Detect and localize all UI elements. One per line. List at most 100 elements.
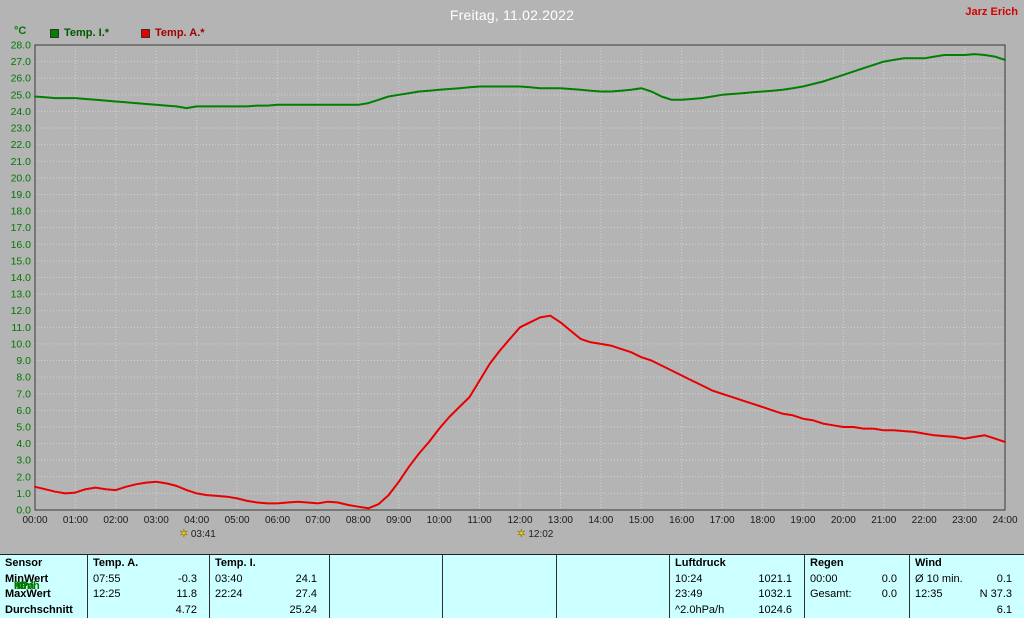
stats-table: Sensor MinWert MaxWert Durchschnitt Temp… bbox=[0, 554, 1024, 618]
y-tick-label: 4.0 bbox=[16, 438, 31, 450]
y-tick-label: 1.0 bbox=[16, 488, 31, 500]
stats-col-regen: Regen l/m² 00:00 0.0 Gesamt: 0.0 bbox=[14, 555, 910, 618]
y-tick-label: 8.0 bbox=[16, 372, 31, 384]
stat-max-row: Gesamt: 0.0 bbox=[805, 587, 909, 603]
stats-col-temp-i: Temp. I. °C 03:40 24.1 22:24 27.4 25.24 bbox=[14, 555, 330, 618]
x-tick-label: 17:00 bbox=[710, 515, 735, 526]
x-tick-label: 14:00 bbox=[588, 515, 613, 526]
x-tick-label: 00:00 bbox=[22, 515, 47, 526]
stat-max-row: 12:25 11.8 bbox=[88, 587, 209, 603]
stat-col-name: Luftdruck bbox=[675, 556, 726, 569]
stat-value: 1024.6 bbox=[758, 604, 792, 617]
sun-marker-label: 12:02 bbox=[528, 529, 553, 540]
stat-time: 00:00 bbox=[810, 572, 838, 585]
sun-marker-icon: ✶ bbox=[517, 528, 526, 540]
stat-col-header: Regen l/m² bbox=[14, 556, 844, 592]
user-name: Jarz Erich bbox=[965, 6, 1018, 18]
y-tick-label: 6.0 bbox=[16, 405, 31, 417]
stat-avg-row: 25.24 bbox=[210, 602, 329, 618]
x-tick-label: 11:00 bbox=[467, 515, 492, 526]
y-tick-label: 15.0 bbox=[11, 255, 32, 267]
stat-max-row: 12:35 N 37.3 bbox=[910, 587, 1024, 603]
y-tick-label: 19.0 bbox=[11, 189, 32, 201]
stat-time: Ø 10 min. bbox=[915, 572, 963, 585]
y-tick-label: 13.0 bbox=[11, 289, 32, 301]
temp-a-legend-swatch-icon bbox=[141, 28, 151, 38]
y-tick-label: 0.0 bbox=[16, 505, 31, 517]
x-tick-label: 05:00 bbox=[225, 515, 250, 526]
stat-row-header: Sensor bbox=[5, 556, 43, 569]
stat-value: 0.0 bbox=[881, 588, 897, 601]
x-tick-label: 20:00 bbox=[831, 515, 856, 526]
y-tick-label: 24.0 bbox=[11, 106, 32, 118]
x-tick-label: 13:00 bbox=[548, 515, 573, 526]
x-tick-label: 16:00 bbox=[669, 515, 694, 526]
stat-col-header: Luftdruck hPa bbox=[14, 556, 726, 592]
x-tick-label: 02:00 bbox=[103, 515, 128, 526]
y-tick-label: 16.0 bbox=[11, 239, 32, 251]
stat-max-row: 23:49 1032.1 bbox=[670, 587, 804, 603]
y-tick-label: 28.0 bbox=[11, 40, 32, 52]
stat-value: -0.3 bbox=[178, 572, 197, 585]
x-tick-label: 07:00 bbox=[305, 515, 330, 526]
plot-border bbox=[34, 44, 1006, 511]
stat-col-header: Wind km/h bbox=[14, 556, 942, 592]
x-tick-label: 12:00 bbox=[507, 515, 532, 526]
stat-min-row: 00:00 0.0 bbox=[805, 571, 909, 587]
stat-avg-row bbox=[805, 602, 909, 618]
stat-col-name: Temp. A. bbox=[93, 556, 139, 569]
x-tick-label: 06:00 bbox=[265, 515, 290, 526]
stat-time: 12:35 bbox=[915, 588, 943, 601]
x-tick-label: 15:00 bbox=[629, 515, 654, 526]
stats-row-headers: Sensor MinWert MaxWert Durchschnitt bbox=[0, 555, 88, 618]
series-line-temp-a bbox=[34, 314, 1006, 510]
stat-avg-row: ^2.0hPa/h 1024.6 bbox=[670, 602, 804, 618]
y-tick-label: 3.0 bbox=[16, 455, 31, 467]
sun-marker-icon: ✶ bbox=[179, 528, 188, 540]
temp-i-legend-swatch-icon bbox=[50, 28, 59, 38]
stat-time: ^2.0hPa/h bbox=[675, 604, 725, 617]
stat-col-name: Wind bbox=[915, 556, 942, 569]
x-tick-label: 09:00 bbox=[386, 515, 411, 526]
stat-time: Gesamt: bbox=[810, 588, 852, 601]
stat-value: 11.8 bbox=[176, 588, 197, 601]
x-tick-label: 08:00 bbox=[346, 515, 371, 526]
stats-col-luftdruck: Luftdruck hPa 10:24 1021.1 23:49 1032.1 … bbox=[14, 555, 805, 618]
temperature-chart[interactable]: 0.0 1.0 2.0 3.0 4.0 5.0 6.0 7.0 8.0 9.0 10.0 11.0 12… bbox=[0, 0, 1024, 554]
x-tick-label: 24:00 bbox=[992, 515, 1017, 526]
stat-col-header: Temp. A. °C bbox=[14, 556, 139, 592]
stat-value: 1021.1 bbox=[758, 572, 792, 585]
x-tick-label: 01:00 bbox=[63, 515, 88, 526]
stat-value: 25.24 bbox=[289, 604, 317, 617]
page-title: Freitag, 11.02.2022 bbox=[449, 7, 575, 23]
stats-col-temp-a: Temp. A. °C 07:55 -0.3 12:25 11.8 4.72 bbox=[14, 555, 210, 618]
y-tick-label: 7.0 bbox=[16, 388, 31, 400]
stat-row-header: Durchschnitt bbox=[5, 604, 73, 617]
x-tick-label: 03:00 bbox=[144, 515, 169, 526]
stat-row-header: MaxWert bbox=[5, 588, 51, 601]
stat-col-name: Temp. I. bbox=[215, 556, 256, 569]
stat-col-name: Regen bbox=[810, 556, 844, 569]
stat-min-row: 10:24 1021.1 bbox=[670, 571, 804, 587]
x-tick-label: 19:00 bbox=[790, 515, 815, 526]
y-tick-label: 21.0 bbox=[11, 156, 32, 168]
y-tick-label: 11.0 bbox=[11, 322, 31, 334]
stats-col-empty-1 bbox=[330, 555, 443, 618]
stat-min-row: 07:55 -0.3 bbox=[88, 571, 209, 587]
y-tick-label: 23.0 bbox=[11, 123, 32, 135]
stat-time: 10:24 bbox=[675, 572, 703, 585]
stat-time: 23:49 bbox=[675, 588, 703, 601]
y-tick-label: 27.0 bbox=[11, 56, 32, 68]
x-tick-label: 21:00 bbox=[871, 515, 896, 526]
stat-time: 07:55 bbox=[93, 572, 121, 585]
x-tick-label: 04:00 bbox=[184, 515, 209, 526]
stat-value: 0.0 bbox=[881, 572, 897, 585]
y-tick-label: 2.0 bbox=[16, 471, 31, 483]
stat-value: 6.1 bbox=[996, 604, 1012, 617]
y-tick-label: 25.0 bbox=[11, 89, 32, 101]
stat-value: N 37.3 bbox=[979, 588, 1012, 601]
stat-row-header: MinWert bbox=[5, 572, 49, 585]
stat-value: 24.1 bbox=[295, 572, 317, 585]
x-tick-label: 10:00 bbox=[427, 515, 452, 526]
